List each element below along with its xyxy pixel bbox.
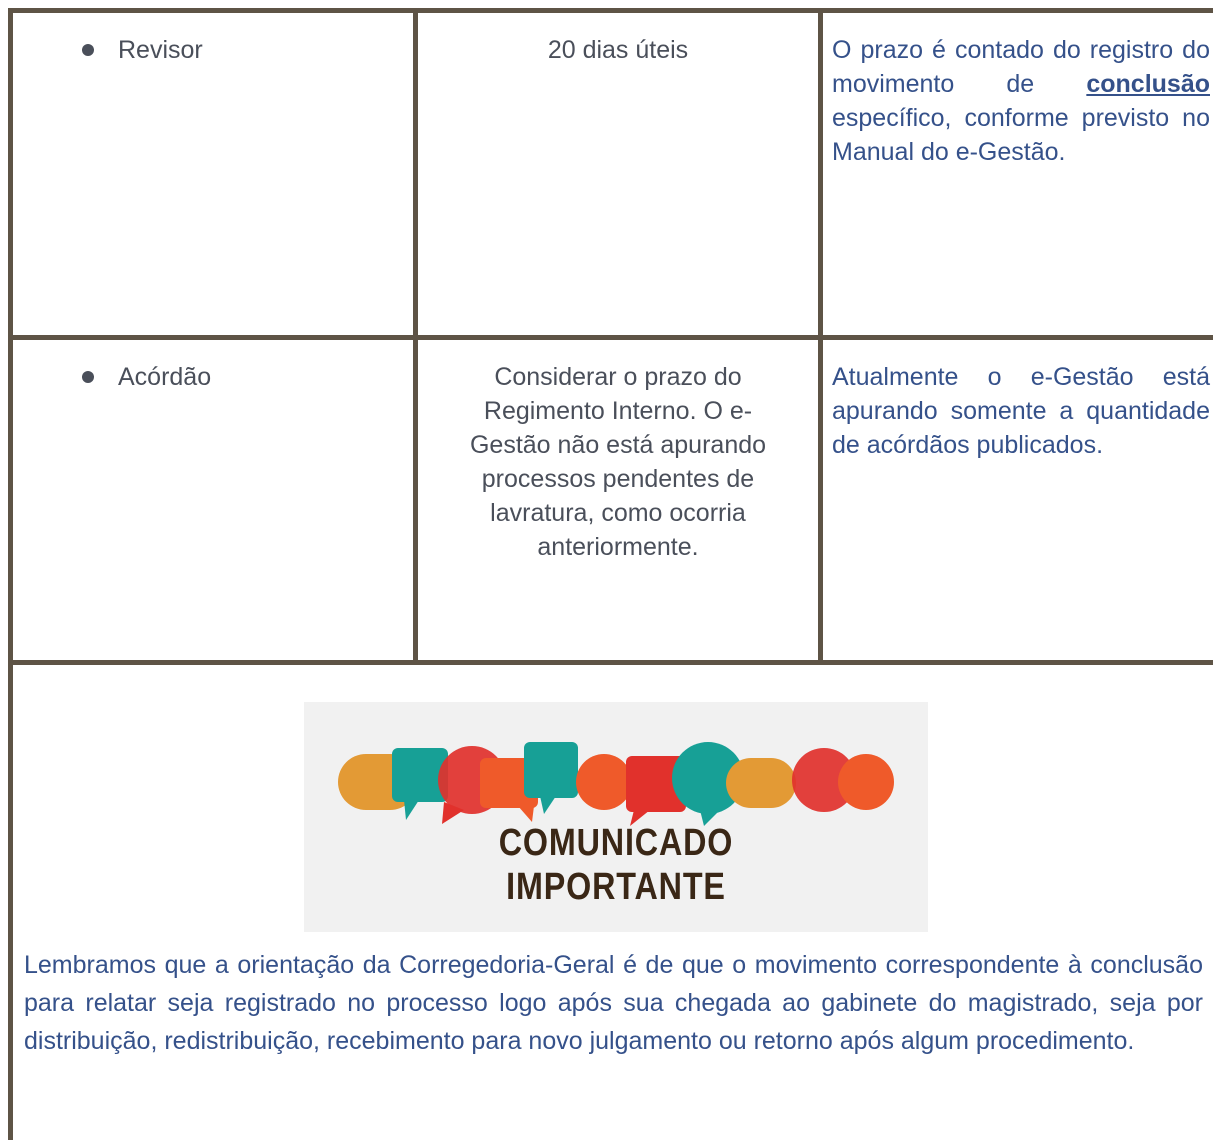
bullet — [82, 44, 94, 56]
border — [8, 660, 1213, 665]
banner-image: COMUNICADO IMPORTANTE — [304, 702, 928, 932]
cell: Considerar o prazo do Regimento Interno.… — [469, 363, 767, 561]
banner-title: COMUNICADO — [498, 822, 734, 864]
border — [8, 8, 13, 1140]
cell: O prazo é contado do registro do movimen… — [832, 33, 1210, 169]
cell: Revisor — [118, 36, 203, 64]
border — [8, 8, 1213, 13]
border — [8, 335, 1213, 340]
cell: Atualmente o e-Gestão está apurando some… — [832, 363, 1210, 459]
cell: 20 dias úteis — [547, 36, 689, 64]
banner-title: IMPORTANTE — [506, 866, 726, 908]
cell: Acórdão — [118, 363, 212, 391]
bullet — [82, 371, 94, 383]
emphasis: conclusão — [1086, 70, 1210, 98]
speech-bubbles — [338, 742, 894, 826]
notice-text: Lembramos que a orientação da Corregedor… — [24, 951, 1203, 1055]
text: O prazo é contado do registro do movimen… — [832, 36, 1210, 98]
text: específico, conforme previsto no Manual … — [832, 104, 1210, 166]
